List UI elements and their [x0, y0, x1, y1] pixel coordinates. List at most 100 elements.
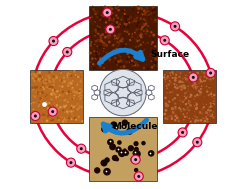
Point	[141, 35, 145, 38]
Point	[129, 16, 133, 19]
Point	[111, 61, 115, 64]
Point	[171, 111, 175, 114]
Point	[179, 80, 183, 83]
Point	[124, 61, 128, 64]
Point	[69, 82, 73, 85]
Point	[113, 34, 117, 37]
Point	[91, 63, 95, 66]
Point	[102, 47, 106, 50]
Point	[108, 17, 112, 20]
Point	[152, 49, 156, 52]
Point	[180, 88, 184, 91]
Point	[45, 119, 49, 122]
Point	[69, 74, 73, 77]
Point	[45, 94, 49, 97]
Point	[100, 13, 104, 16]
Point	[91, 30, 94, 33]
Point	[78, 88, 82, 91]
Point	[190, 82, 194, 85]
Point	[32, 79, 36, 82]
Point	[34, 71, 38, 74]
Circle shape	[48, 107, 57, 116]
Point	[124, 18, 128, 21]
Point	[43, 114, 47, 117]
Point	[94, 40, 98, 43]
Point	[133, 61, 137, 64]
Point	[95, 50, 99, 53]
Circle shape	[134, 158, 137, 161]
Point	[45, 90, 49, 93]
Circle shape	[189, 73, 198, 82]
Point	[184, 90, 188, 93]
Point	[96, 58, 100, 61]
Point	[131, 64, 135, 67]
Point	[126, 26, 130, 29]
Point	[138, 26, 142, 29]
Point	[173, 119, 177, 122]
Point	[123, 60, 127, 63]
Point	[176, 86, 180, 89]
Point	[62, 116, 66, 119]
Point	[212, 99, 216, 102]
Point	[59, 72, 62, 75]
Point	[186, 106, 190, 109]
Point	[110, 22, 114, 25]
Point	[124, 8, 128, 11]
Circle shape	[192, 76, 195, 79]
Point	[129, 14, 133, 17]
Point	[164, 109, 168, 112]
Point	[49, 93, 53, 96]
Point	[164, 103, 168, 106]
Point	[42, 103, 46, 106]
Point	[52, 113, 56, 116]
Point	[133, 37, 137, 40]
Point	[124, 40, 128, 43]
Point	[118, 55, 122, 58]
Point	[174, 73, 178, 76]
Point	[95, 45, 99, 48]
Point	[129, 48, 133, 51]
Circle shape	[160, 36, 169, 45]
Point	[33, 94, 37, 97]
Point	[105, 64, 108, 67]
Point	[54, 96, 58, 99]
Circle shape	[112, 155, 118, 161]
Point	[167, 100, 171, 103]
Point	[130, 6, 134, 9]
Point	[212, 111, 216, 114]
Point	[116, 5, 120, 8]
Point	[108, 58, 112, 61]
Circle shape	[115, 157, 119, 161]
Point	[36, 89, 40, 92]
Point	[120, 18, 123, 21]
Point	[108, 15, 112, 18]
Point	[98, 57, 102, 60]
Point	[135, 56, 138, 59]
Point	[209, 113, 213, 116]
Point	[65, 110, 69, 113]
Point	[141, 41, 145, 44]
Point	[89, 60, 93, 64]
Point	[72, 115, 76, 118]
Point	[41, 108, 45, 111]
Point	[205, 118, 209, 121]
Point	[135, 15, 138, 18]
Circle shape	[94, 167, 100, 174]
Point	[38, 71, 42, 74]
Point	[187, 101, 191, 104]
Point	[137, 39, 141, 42]
Point	[176, 70, 180, 74]
Point	[180, 86, 184, 89]
Point	[68, 97, 72, 100]
Point	[179, 72, 183, 75]
Point	[138, 23, 142, 26]
Point	[114, 25, 118, 28]
Point	[142, 23, 146, 26]
Point	[94, 60, 98, 63]
Point	[54, 97, 58, 100]
Point	[149, 18, 153, 21]
Point	[172, 72, 176, 75]
Point	[47, 77, 51, 80]
Point	[98, 15, 102, 18]
Point	[46, 75, 50, 78]
